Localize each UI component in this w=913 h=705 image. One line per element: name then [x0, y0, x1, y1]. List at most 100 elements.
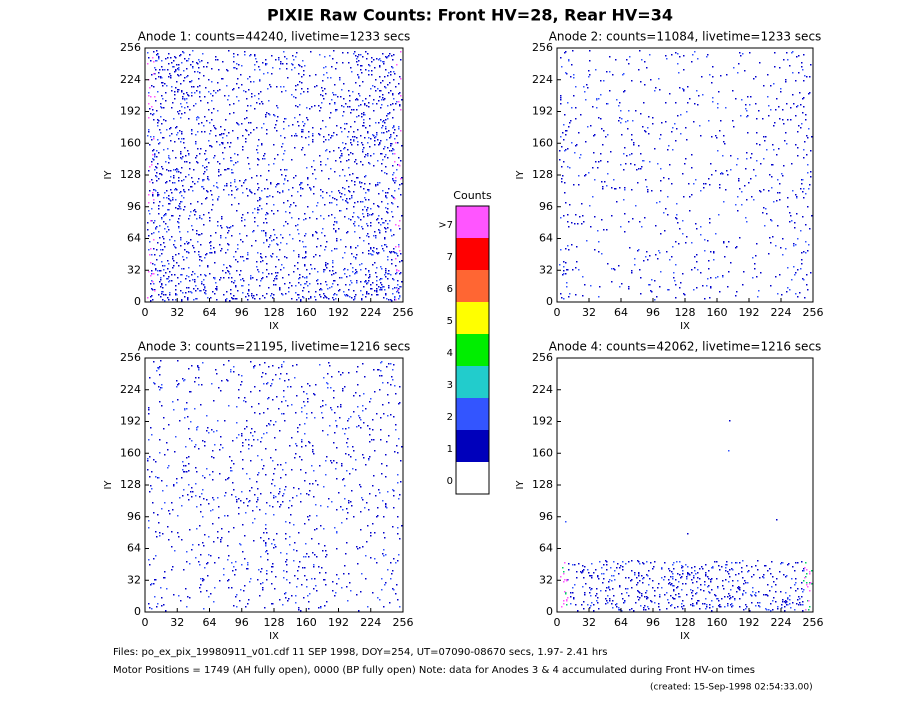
y-tick-label: 160	[532, 446, 553, 459]
color-swatch	[456, 270, 489, 302]
y-tick-label: 32	[539, 263, 553, 276]
y-tick-label: 192	[532, 415, 553, 428]
y-tick-label: 64	[127, 542, 141, 555]
colorbar-label: 0	[447, 476, 453, 487]
y-tick-label: 256	[532, 351, 553, 364]
y-tick-label: 64	[539, 232, 553, 245]
x-axis-label: IX	[680, 631, 690, 642]
colorbar-label: >7	[438, 220, 453, 231]
x-tick-label: 256	[803, 616, 824, 629]
y-tick-label: 96	[127, 510, 141, 523]
colorbar-label: 1	[447, 444, 453, 455]
y-tick-label: 0	[546, 605, 553, 618]
color-swatch	[456, 238, 489, 270]
color-swatch	[456, 334, 489, 366]
color-swatch	[456, 366, 489, 398]
y-tick-label: 64	[127, 232, 141, 245]
y-tick-label: 96	[539, 200, 553, 213]
count-texture	[567, 420, 805, 612]
x-tick-label: 0	[142, 616, 149, 629]
panel-title: Anode 2: counts=11084, livetime=1233 sec…	[549, 30, 822, 44]
colorbar-label: 3	[447, 380, 453, 391]
y-tick-label: 160	[532, 136, 553, 149]
y-axis-label: IY	[515, 480, 526, 490]
color-swatch	[456, 462, 489, 494]
colorbar-label: 4	[447, 348, 453, 359]
x-tick-label: 160	[707, 616, 728, 629]
x-tick-label: 192	[328, 306, 349, 319]
y-tick-label: 224	[532, 383, 553, 396]
y-tick-label: 192	[120, 105, 141, 118]
x-tick-label: 96	[646, 306, 660, 319]
colorbar-label: 5	[447, 316, 453, 327]
x-tick-label: 64	[614, 306, 628, 319]
x-axis-label: IX	[680, 321, 690, 332]
y-axis-label: IY	[515, 170, 526, 180]
y-tick-label: 224	[532, 73, 553, 86]
x-tick-label: 64	[614, 616, 628, 629]
x-tick-label: 160	[707, 306, 728, 319]
x-tick-label: 128	[675, 616, 696, 629]
y-axis-label: IY	[103, 480, 114, 490]
color-swatch	[456, 398, 489, 430]
x-tick-label: 96	[235, 616, 249, 629]
x-tick-label: 160	[296, 306, 317, 319]
y-tick-label: 32	[127, 573, 141, 586]
colorbar-label: 7	[447, 252, 453, 263]
y-tick-label: 32	[539, 573, 553, 586]
y-axis-label: IY	[103, 170, 114, 180]
x-tick-label: 192	[328, 616, 349, 629]
x-tick-label: 0	[554, 616, 561, 629]
x-tick-label: 224	[771, 616, 792, 629]
x-tick-label: 256	[803, 306, 824, 319]
footer-motor: Motor Positions = 1749 (AH fully open), …	[113, 665, 755, 676]
y-tick-label: 64	[539, 542, 553, 555]
panel-title: Anode 4: counts=42062, livetime=1216 sec…	[549, 340, 822, 354]
x-tick-label: 96	[646, 616, 660, 629]
color-swatch	[456, 302, 489, 334]
colorbar-label: 2	[447, 412, 453, 423]
y-tick-label: 0	[134, 605, 141, 618]
x-tick-label: 32	[582, 616, 596, 629]
footer-files: Files: po_ex_pix_19980911_v01.cdf 11 SEP…	[113, 647, 608, 658]
y-tick-label: 32	[127, 263, 141, 276]
x-tick-label: 224	[771, 306, 792, 319]
y-tick-label: 128	[532, 168, 553, 181]
plot-frame	[144, 47, 404, 303]
x-axis-label: IX	[269, 321, 279, 332]
count-texture	[147, 50, 403, 302]
x-tick-label: 128	[264, 306, 285, 319]
x-tick-label: 32	[170, 616, 184, 629]
x-tick-label: 0	[142, 306, 149, 319]
x-tick-label: 64	[203, 616, 217, 629]
x-tick-label: 0	[554, 306, 561, 319]
y-tick-label: 128	[532, 478, 553, 491]
y-tick-label: 224	[120, 73, 141, 86]
y-tick-label: 96	[127, 200, 141, 213]
y-tick-label: 256	[532, 41, 553, 54]
y-tick-label: 160	[120, 446, 141, 459]
x-axis-label: IX	[269, 631, 279, 642]
plot-frame	[556, 47, 814, 303]
plot-frame	[556, 357, 814, 613]
colorbar-label: 6	[447, 284, 453, 295]
y-tick-label: 224	[120, 383, 141, 396]
x-tick-label: 224	[360, 616, 381, 629]
y-tick-label: 256	[120, 41, 141, 54]
x-tick-label: 256	[393, 616, 414, 629]
y-tick-label: 256	[120, 351, 141, 364]
y-tick-label: 192	[120, 415, 141, 428]
x-tick-label: 128	[675, 306, 696, 319]
x-tick-label: 192	[739, 306, 760, 319]
x-tick-label: 160	[296, 616, 317, 629]
x-tick-label: 32	[170, 306, 184, 319]
page-title: PIXIE Raw Counts: Front HV=28, Rear HV=3…	[267, 6, 673, 25]
y-tick-label: 0	[134, 295, 141, 308]
y-tick-label: 160	[120, 136, 141, 149]
x-tick-label: 128	[264, 616, 285, 629]
panel-title: Anode 1: counts=44240, livetime=1233 sec…	[138, 30, 411, 44]
x-tick-label: 96	[235, 306, 249, 319]
color-swatch	[456, 206, 489, 238]
y-tick-label: 96	[539, 510, 553, 523]
